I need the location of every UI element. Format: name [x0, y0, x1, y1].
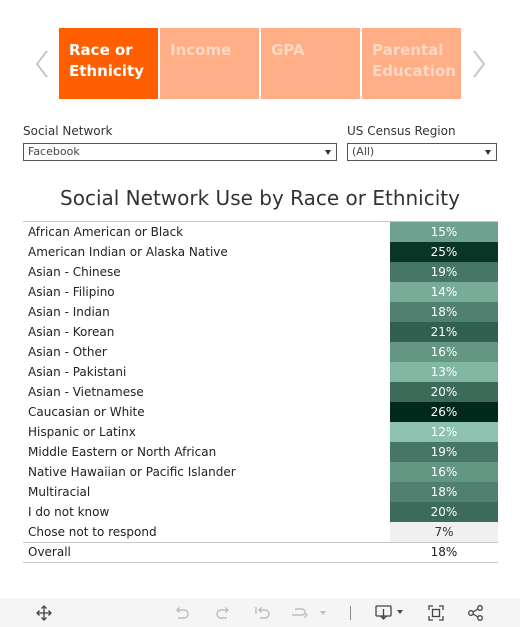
social-network-filter: Social Network Facebook: [23, 124, 337, 161]
census-region-filter-label: US Census Region: [347, 124, 456, 138]
table-row: Asian - Chinese 19%: [23, 262, 498, 282]
chevron-left-icon: [35, 49, 48, 78]
row-label: Middle Eastern or North African: [28, 445, 217, 459]
row-value-cell[interactable]: 18%: [390, 482, 498, 502]
overall-value: 18%: [430, 545, 458, 559]
redo-icon: [216, 607, 229, 619]
table-row: Asian - Other 16%: [23, 342, 498, 362]
table-row: Caucasian or White 26%: [23, 402, 498, 422]
tab-label-line2: Ethnicity: [69, 62, 144, 80]
row-value-cell[interactable]: 19%: [390, 262, 498, 282]
table-row: African American or Black 15%: [23, 222, 498, 242]
revert-button[interactable]: [252, 604, 274, 622]
table-row: I do not know 20%: [23, 502, 498, 522]
share-button[interactable]: [466, 604, 486, 622]
refresh-icon: [292, 608, 326, 618]
row-label: Multiracial: [28, 485, 91, 499]
chart-title: Social Network Use by Race or Ethnicity: [60, 186, 460, 210]
table-row: Asian - Vietnamese 20%: [23, 382, 498, 402]
tab-label-line1: Race or: [69, 41, 133, 59]
table-row: Asian - Filipino 14%: [23, 282, 498, 302]
row-label: Asian - Other: [28, 345, 107, 359]
row-value-cell[interactable]: 12%: [390, 422, 498, 442]
move-icon: [36, 605, 52, 621]
chevron-right-icon: [473, 49, 486, 78]
social-network-filter-label: Social Network: [23, 124, 113, 138]
row-value-cell[interactable]: 14%: [390, 282, 498, 302]
overall-label: Overall: [28, 545, 71, 559]
move-button[interactable]: [34, 604, 54, 622]
table-row: Native Hawaiian or Pacific Islander 16%: [23, 462, 498, 482]
caret-down-icon: [485, 150, 491, 155]
tab-income[interactable]: Income: [160, 28, 259, 99]
row-value-cell[interactable]: 25%: [390, 242, 498, 262]
share-icon: [468, 605, 483, 621]
highlight-table: African American or Black 15% American Ind…: [23, 221, 498, 563]
row-label: I do not know: [28, 505, 110, 519]
tab-label-line2: Education: [372, 62, 456, 80]
refresh-button[interactable]: [289, 604, 329, 622]
row-value-cell[interactable]: 20%: [390, 382, 498, 402]
row-value-cell[interactable]: 16%: [390, 342, 498, 362]
tab-label-line1: GPA: [271, 41, 305, 59]
row-label: Asian - Vietnamese: [28, 385, 144, 399]
social-network-select-value: Facebook: [28, 145, 80, 158]
census-region-filter: US Census Region (All): [347, 124, 497, 161]
row-label: Hispanic or Latinx: [28, 425, 136, 439]
row-value-cell[interactable]: 21%: [390, 322, 498, 342]
row-value-cell[interactable]: 18%: [390, 302, 498, 322]
row-label: Asian - Korean: [28, 325, 115, 339]
row-label: American Indian or Alaska Native: [28, 245, 228, 259]
social-network-select[interactable]: Facebook: [23, 143, 337, 161]
row-label: Asian - Chinese: [28, 265, 121, 279]
table-row: American Indian or Alaska Native 25%: [23, 242, 498, 262]
row-label: Chose not to respond: [28, 525, 157, 539]
row-value-cell[interactable]: 7%: [390, 522, 498, 542]
tab-gpa[interactable]: GPA: [261, 28, 360, 99]
overall-row: Overall 18%: [23, 542, 498, 563]
fullscreen-button[interactable]: [426, 604, 446, 622]
tab-parental-education[interactable]: Parental Education: [362, 28, 461, 99]
row-value-cell[interactable]: 15%: [390, 222, 498, 242]
row-value-cell[interactable]: 20%: [390, 502, 498, 522]
census-region-select-value: (All): [352, 145, 375, 158]
fullscreen-icon: [428, 605, 444, 621]
undo-icon: [176, 607, 189, 619]
table-row: Chose not to respond 7%: [23, 522, 498, 542]
carousel-prev-button[interactable]: [27, 28, 57, 99]
toolbar-divider: [350, 606, 351, 620]
tab-label-line1: Parental: [372, 41, 444, 59]
census-region-select[interactable]: (All): [347, 143, 497, 161]
download-icon: [375, 605, 403, 620]
row-label: Asian - Filipino: [28, 285, 115, 299]
row-label: Native Hawaiian or Pacific Islander: [28, 465, 236, 479]
row-label: Caucasian or White: [28, 405, 145, 419]
table-row: Asian - Korean 21%: [23, 322, 498, 342]
row-label: African American or Black: [28, 225, 184, 239]
table-row: Asian - Pakistani 13%: [23, 362, 498, 382]
tab-race-ethnicity[interactable]: Race or Ethnicity: [59, 28, 158, 99]
carousel-next-button[interactable]: [464, 28, 494, 99]
row-label: Asian - Indian: [28, 305, 110, 319]
table-row: Multiracial 18%: [23, 482, 498, 502]
redo-button[interactable]: [213, 604, 233, 622]
undo-button[interactable]: [172, 604, 192, 622]
table-row: Hispanic or Latinx 12%: [23, 422, 498, 442]
row-label: Asian - Pakistani: [28, 365, 127, 379]
caret-down-icon: [325, 150, 331, 155]
tab-carousel: Race or Ethnicity Income GPA Parental Ed…: [0, 28, 520, 99]
table-body: African American or Black 15% American Ind…: [23, 222, 498, 542]
download-button[interactable]: [374, 604, 406, 622]
row-value-cell[interactable]: 19%: [390, 442, 498, 462]
row-value-cell[interactable]: 13%: [390, 362, 498, 382]
revert-icon: [255, 607, 270, 619]
bottom-toolbar: [0, 598, 520, 627]
tab-label-line1: Income: [170, 41, 232, 59]
table-row: Asian - Indian 18%: [23, 302, 498, 322]
table-row: Middle Eastern or North African 19%: [23, 442, 498, 462]
row-value-cell[interactable]: 16%: [390, 462, 498, 482]
row-value-cell[interactable]: 26%: [390, 402, 498, 422]
